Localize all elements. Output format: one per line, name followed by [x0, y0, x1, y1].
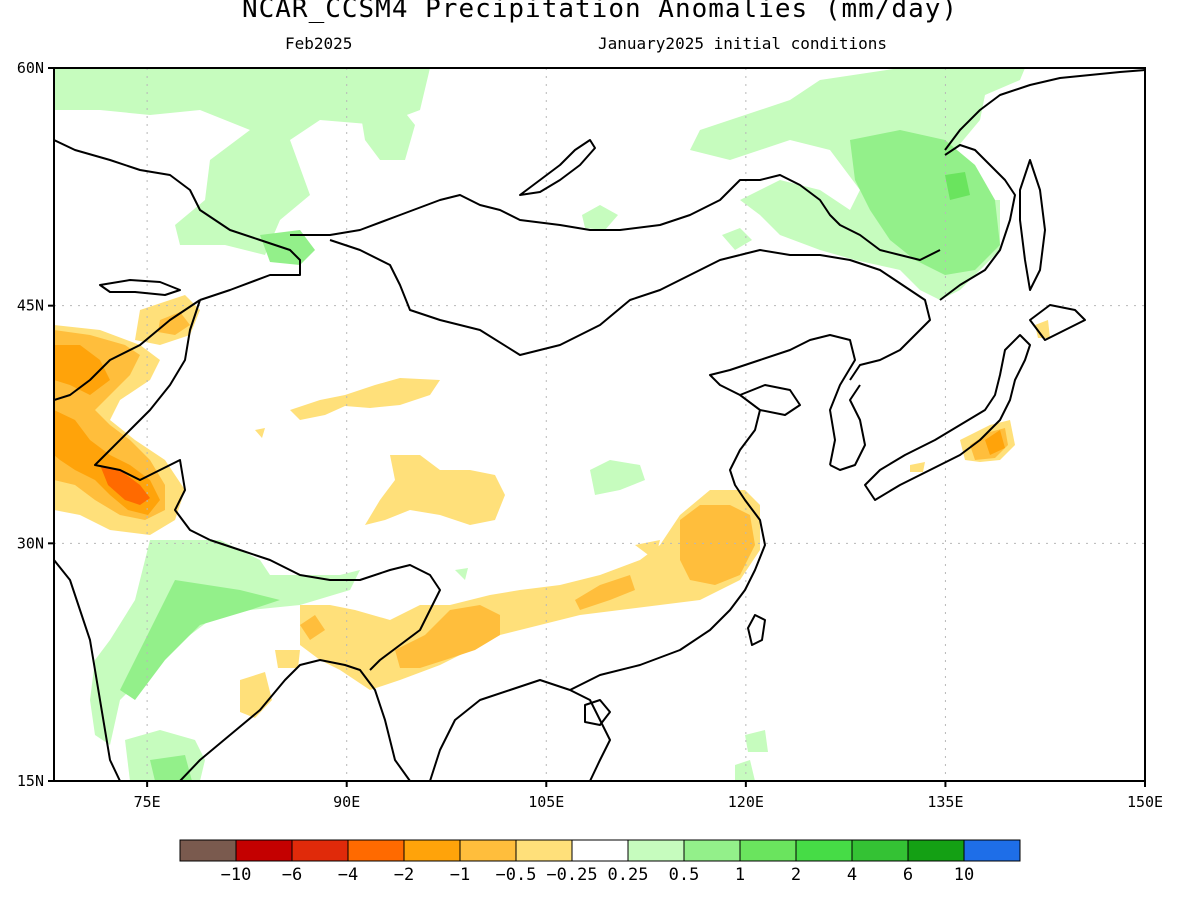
colorbar-swatch — [235, 839, 293, 862]
colorbar-swatch — [571, 839, 629, 862]
x-tick-label: 135E — [927, 793, 963, 811]
colorbar-swatch — [683, 839, 741, 862]
colorbar-label: −2 — [394, 865, 414, 885]
colorbar-label: −10 — [221, 865, 252, 885]
japan-honshu — [864, 334, 1031, 501]
x-tick-label: 90E — [333, 793, 360, 811]
colorbar-label: 10 — [954, 865, 974, 885]
himalaya-border — [209, 539, 441, 671]
colorbar-label: −0.5 — [496, 865, 537, 885]
bohai-coast — [739, 384, 801, 416]
colorbar-swatch — [515, 839, 573, 862]
colorbar-swatch — [459, 839, 517, 862]
colorbar-swatch — [179, 839, 237, 862]
x-tick-label: 150E — [1127, 793, 1163, 811]
anomaly-shading — [54, 68, 1050, 781]
y-tick-label: 45N — [17, 297, 44, 315]
colorbar-swatch — [907, 839, 965, 862]
wet-medium-areas — [120, 130, 1000, 781]
y-tick-label: 60N — [17, 59, 44, 77]
okhotsk-coast — [944, 69, 1145, 151]
colorbar-swatch — [347, 839, 405, 862]
hainan — [584, 699, 611, 726]
central-asia-border — [54, 299, 201, 401]
colorbar-swatch — [627, 839, 685, 862]
dry-very-strong-areas — [100, 465, 150, 505]
colorbar-label: 1 — [735, 865, 745, 885]
colorbar: −10 −6 −4 −2 −1 −0.5 −0.25 0.25 0.5 1 2 4 6 10 — [179, 839, 1021, 885]
y-tick-label: 15N — [17, 772, 44, 790]
kazakhstan-border — [54, 139, 301, 301]
plot-frame — [53, 67, 1146, 782]
wet-strong-areas — [945, 172, 970, 200]
colorbar-swatch — [851, 839, 909, 862]
lake-balkhash — [99, 279, 181, 296]
colorbar-label: 0.25 — [608, 865, 649, 885]
colorbar-swatch — [795, 839, 853, 862]
colorbar-label: 0.5 — [669, 865, 700, 885]
x-tick-label: 105E — [528, 793, 564, 811]
colorbar-label: −0.25 — [546, 865, 597, 885]
china-russia-east-border — [739, 249, 931, 381]
x-axis: 75E 90E 105E 120E 135E 150E — [134, 781, 1163, 811]
mongolia-china-border — [329, 239, 741, 356]
coastlines — [54, 69, 1145, 781]
japan-hokkaido — [1029, 304, 1086, 341]
taiwan — [747, 614, 766, 646]
bay-of-bengal-coast — [179, 659, 411, 781]
y-tick-label: 30N — [17, 534, 44, 552]
colorbar-label: 6 — [903, 865, 913, 885]
colorbar-swatch — [291, 839, 349, 862]
colorbar-label: 2 — [791, 865, 801, 885]
dry-light-areas — [54, 295, 1050, 718]
southeast-asia-coast — [429, 679, 611, 781]
south-china-coast — [569, 334, 856, 691]
x-tick-label: 120E — [728, 793, 764, 811]
korea-coast — [829, 384, 866, 471]
gridlines — [54, 68, 1145, 781]
map-title: NCAR_CCSM4 Precipitation Anomalies (mm/d… — [241, 0, 959, 24]
china-west-border — [94, 299, 211, 541]
colorbar-label: −4 — [338, 865, 358, 885]
russian-far-east-coast — [939, 144, 1016, 301]
x-tick-label: 75E — [134, 793, 161, 811]
colorbar-swatch — [963, 839, 1021, 862]
colorbar-label: 4 — [847, 865, 857, 885]
colorbar-label: −6 — [282, 865, 302, 885]
india-coast — [54, 559, 121, 781]
colorbar-swatch — [739, 839, 797, 862]
lake-baikal — [519, 139, 596, 196]
siberia-mongolia-border — [290, 174, 941, 261]
colorbar-swatch — [403, 839, 461, 862]
init-conditions-label: January2025 initial conditions — [598, 34, 887, 53]
valid-month-label: Feb2025 — [285, 34, 353, 53]
y-axis: 60N 45N 30N 15N — [17, 59, 54, 790]
sakhalin-coast — [1019, 159, 1046, 291]
colorbar-label: −1 — [450, 865, 470, 885]
